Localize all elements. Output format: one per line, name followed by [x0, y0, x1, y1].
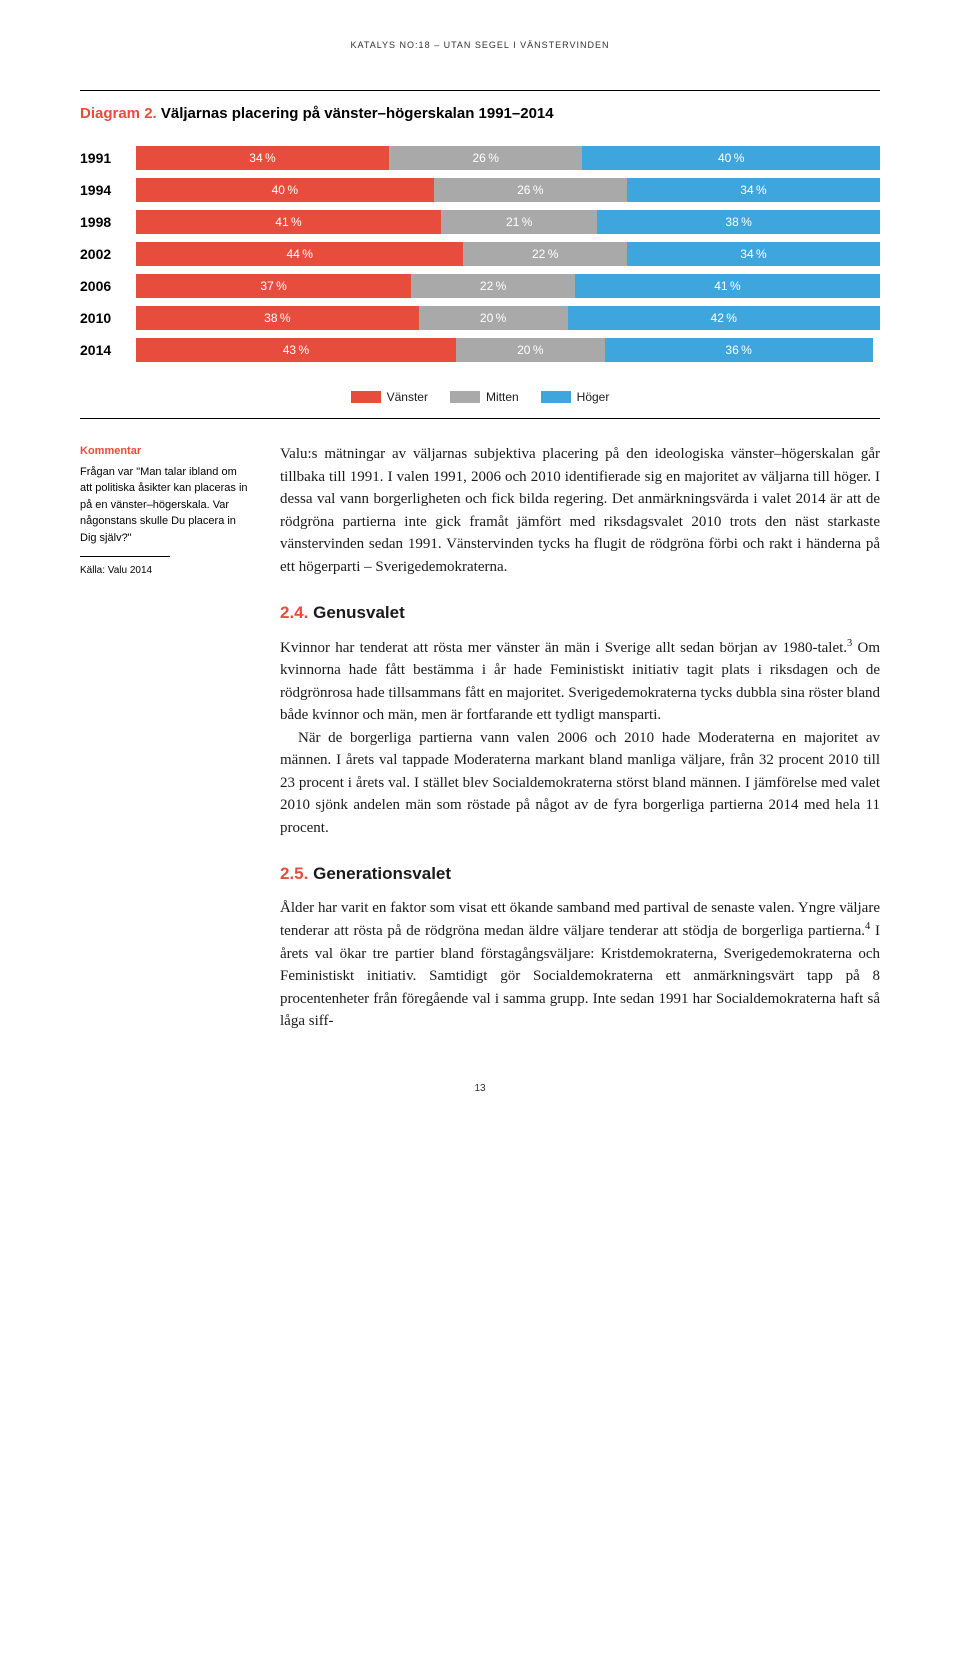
chart-bar: 43 %20 %36 %	[136, 338, 880, 362]
chart-segment: 21 %	[441, 210, 597, 234]
diagram-title: Diagram 2. Väljarnas placering på vänste…	[80, 105, 880, 122]
section-number: 2.4.	[280, 603, 308, 622]
chart-segment: 34 %	[136, 146, 389, 170]
legend-swatch	[541, 391, 571, 403]
paragraph: Kvinnor har tenderat att rösta mer vänst…	[280, 636, 880, 727]
paragraph: Valu:s mätningar av väljarnas subjektiva…	[280, 443, 880, 578]
chart-segment: 38 %	[597, 210, 880, 234]
chart-segment: 40 %	[582, 146, 880, 170]
chart-segment: 26 %	[389, 146, 582, 170]
chart-segment: 37 %	[136, 274, 411, 298]
section-heading: 2.4. Genusvalet	[280, 600, 880, 626]
body-text: Valu:s mätningar av väljarnas subjektiva…	[280, 443, 880, 1033]
chart-legend: Vänster Mitten Höger	[80, 390, 880, 404]
chart-segment: 34 %	[627, 242, 880, 266]
chart-bar: 40 %26 %34 %	[136, 178, 880, 202]
comment-source: Källa: Valu 2014	[80, 563, 250, 578]
chart-row: 199440 %26 %34 %	[80, 178, 880, 202]
running-header: KATALYS NO:18 – UTAN SEGEL I VÄNSTERVIND…	[80, 40, 880, 50]
diagram-caption: Väljarnas placering på vänster–högerskal…	[161, 105, 554, 122]
chart-year-label: 2006	[80, 278, 136, 294]
section-number: 2.5.	[280, 864, 308, 883]
legend-label: Höger	[577, 390, 610, 404]
chart-year-label: 1991	[80, 150, 136, 166]
divider	[80, 418, 880, 419]
chart-year-label: 2002	[80, 246, 136, 262]
page-number: 13	[80, 1083, 880, 1094]
paragraph: Ålder har varit en faktor som visat ett …	[280, 897, 880, 1033]
paragraph: När de borgerliga partierna vann valen 2…	[280, 727, 880, 840]
chart-row: 201038 %20 %42 %	[80, 306, 880, 330]
sidebar-comment: Kommentar Frågan var "Man talar ibland o…	[80, 443, 250, 1033]
chart-bar: 44 %22 %34 %	[136, 242, 880, 266]
chart-segment: 26 %	[434, 178, 627, 202]
chart-bar: 34 %26 %40 %	[136, 146, 880, 170]
divider	[80, 90, 880, 91]
legend-swatch	[450, 391, 480, 403]
chart-segment: 20 %	[419, 306, 568, 330]
comment-heading: Kommentar	[80, 443, 250, 460]
stacked-bar-chart: 199134 %26 %40 %199440 %26 %34 %199841 %…	[80, 146, 880, 362]
chart-segment: 42 %	[568, 306, 880, 330]
chart-year-label: 1994	[80, 182, 136, 198]
chart-segment: 20 %	[456, 338, 605, 362]
comment-body: Frågan var "Man talar ibland om att poli…	[80, 464, 250, 547]
divider	[80, 556, 170, 557]
legend-item: Mitten	[450, 390, 519, 404]
section-title: Generationsvalet	[313, 864, 451, 883]
legend-label: Mitten	[486, 390, 519, 404]
chart-segment: 44 %	[136, 242, 463, 266]
section-title: Genusvalet	[313, 603, 405, 622]
chart-segment: 41 %	[575, 274, 880, 298]
chart-row: 200637 %22 %41 %	[80, 274, 880, 298]
chart-year-label: 1998	[80, 214, 136, 230]
legend-item: Höger	[541, 390, 610, 404]
section-heading: 2.5. Generationsvalet	[280, 861, 880, 887]
chart-segment: 34 %	[627, 178, 880, 202]
chart-row: 199841 %21 %38 %	[80, 210, 880, 234]
chart-segment: 43 %	[136, 338, 456, 362]
legend-label: Vänster	[387, 390, 428, 404]
chart-segment: 38 %	[136, 306, 419, 330]
chart-segment: 40 %	[136, 178, 434, 202]
chart-year-label: 2010	[80, 310, 136, 326]
chart-bar: 41 %21 %38 %	[136, 210, 880, 234]
diagram-number: Diagram 2.	[80, 105, 157, 122]
chart-bar: 37 %22 %41 %	[136, 274, 880, 298]
chart-row: 199134 %26 %40 %	[80, 146, 880, 170]
chart-segment: 22 %	[411, 274, 575, 298]
chart-row: 201443 %20 %36 %	[80, 338, 880, 362]
chart-segment: 22 %	[463, 242, 627, 266]
legend-item: Vänster	[351, 390, 428, 404]
chart-year-label: 2014	[80, 342, 136, 358]
legend-swatch	[351, 391, 381, 403]
chart-row: 200244 %22 %34 %	[80, 242, 880, 266]
chart-bar: 38 %20 %42 %	[136, 306, 880, 330]
chart-segment: 36 %	[605, 338, 873, 362]
chart-segment: 41 %	[136, 210, 441, 234]
